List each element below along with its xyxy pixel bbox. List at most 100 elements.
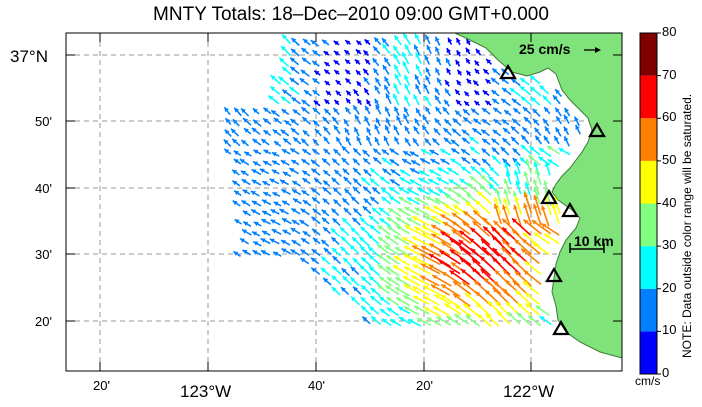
current-vector <box>262 160 272 167</box>
current-vector <box>323 98 330 105</box>
current-vector <box>377 224 391 236</box>
current-vector <box>322 116 330 125</box>
current-vector <box>527 154 541 166</box>
current-vector <box>494 300 510 316</box>
current-vector <box>260 218 271 225</box>
lat-label: 40' <box>35 181 52 196</box>
current-vector <box>289 147 300 155</box>
current-vector <box>341 157 350 166</box>
current-vector <box>330 227 341 237</box>
current-vector <box>477 190 492 205</box>
current-vector <box>397 186 410 195</box>
current-vector <box>444 88 451 97</box>
current-vector <box>301 169 311 177</box>
current-vector <box>292 136 302 145</box>
current-vector <box>421 125 430 135</box>
current-vector <box>440 294 460 307</box>
current-vector <box>412 263 432 275</box>
current-vector <box>481 158 491 167</box>
current-vector <box>481 138 491 146</box>
current-vector <box>379 217 391 228</box>
current-vector <box>273 117 282 125</box>
current-vector <box>541 205 550 227</box>
current-vector <box>480 167 491 177</box>
current-vector <box>262 180 271 187</box>
current-vector <box>393 34 402 46</box>
current-vector <box>352 147 362 156</box>
current-vector <box>322 179 331 187</box>
current-vector <box>511 217 531 236</box>
current-vector <box>269 238 280 245</box>
current-vector <box>367 246 380 257</box>
current-vector <box>423 295 440 306</box>
current-vector <box>434 106 442 115</box>
current-vector <box>485 58 492 65</box>
radar-station-icon <box>588 121 606 138</box>
current-vector <box>269 178 280 185</box>
current-vector <box>388 195 401 205</box>
current-vector <box>372 156 382 165</box>
current-vector <box>331 286 341 296</box>
current-vector <box>471 127 482 136</box>
current-vector <box>250 190 260 197</box>
current-vector <box>289 118 299 126</box>
current-vector <box>444 118 452 127</box>
current-vector <box>271 151 280 157</box>
current-vector <box>544 161 551 176</box>
current-vector <box>301 189 310 197</box>
current-vector <box>300 208 310 216</box>
current-vector <box>377 264 392 276</box>
current-vector <box>341 197 350 206</box>
current-vector <box>239 158 250 166</box>
current-vector <box>465 57 471 65</box>
lat-label: 30' <box>35 247 52 262</box>
current-vector <box>456 184 471 196</box>
radar-station-icon <box>540 188 558 205</box>
current-vector <box>331 275 341 285</box>
current-vector <box>505 171 512 185</box>
current-vector <box>372 45 381 55</box>
current-vector <box>356 136 363 146</box>
current-vector <box>368 254 381 265</box>
current-vector <box>291 239 302 247</box>
current-vector <box>511 98 522 107</box>
current-vector <box>291 219 300 226</box>
radar-stations <box>499 63 606 336</box>
current-vector <box>454 88 461 96</box>
current-vector <box>491 89 500 97</box>
current-vector <box>242 221 252 227</box>
current-vector <box>333 50 340 56</box>
current-vector <box>300 69 310 78</box>
current-vector <box>416 317 432 326</box>
current-vector <box>310 39 320 47</box>
current-vector <box>240 199 251 207</box>
lat-label: 50' <box>35 114 52 129</box>
current-vector <box>415 107 422 117</box>
current-vector <box>360 176 371 186</box>
current-vector <box>342 168 350 176</box>
current-vector <box>502 269 521 287</box>
current-vector <box>501 137 511 146</box>
current-vector <box>434 95 442 105</box>
current-vector <box>331 265 342 275</box>
current-vector <box>375 104 382 115</box>
current-vector <box>520 95 532 106</box>
current-vector <box>483 277 502 295</box>
current-vector <box>359 245 371 257</box>
current-vector <box>493 196 502 215</box>
current-vector <box>389 148 400 156</box>
current-vector <box>501 204 511 226</box>
current-vector <box>410 159 421 167</box>
current-vector <box>440 158 450 165</box>
current-vector <box>375 117 381 127</box>
current-vector <box>474 68 480 75</box>
current-vector <box>510 136 520 146</box>
current-vector <box>563 107 571 117</box>
map-title: MNTY Totals: 18–Dec–2010 09:00 GMT+0.000 <box>153 4 549 25</box>
current-vector <box>389 178 401 187</box>
current-vector <box>310 187 321 196</box>
current-vector <box>371 207 382 216</box>
current-vector <box>523 203 532 225</box>
current-vector <box>344 58 351 65</box>
current-vector <box>322 186 332 196</box>
